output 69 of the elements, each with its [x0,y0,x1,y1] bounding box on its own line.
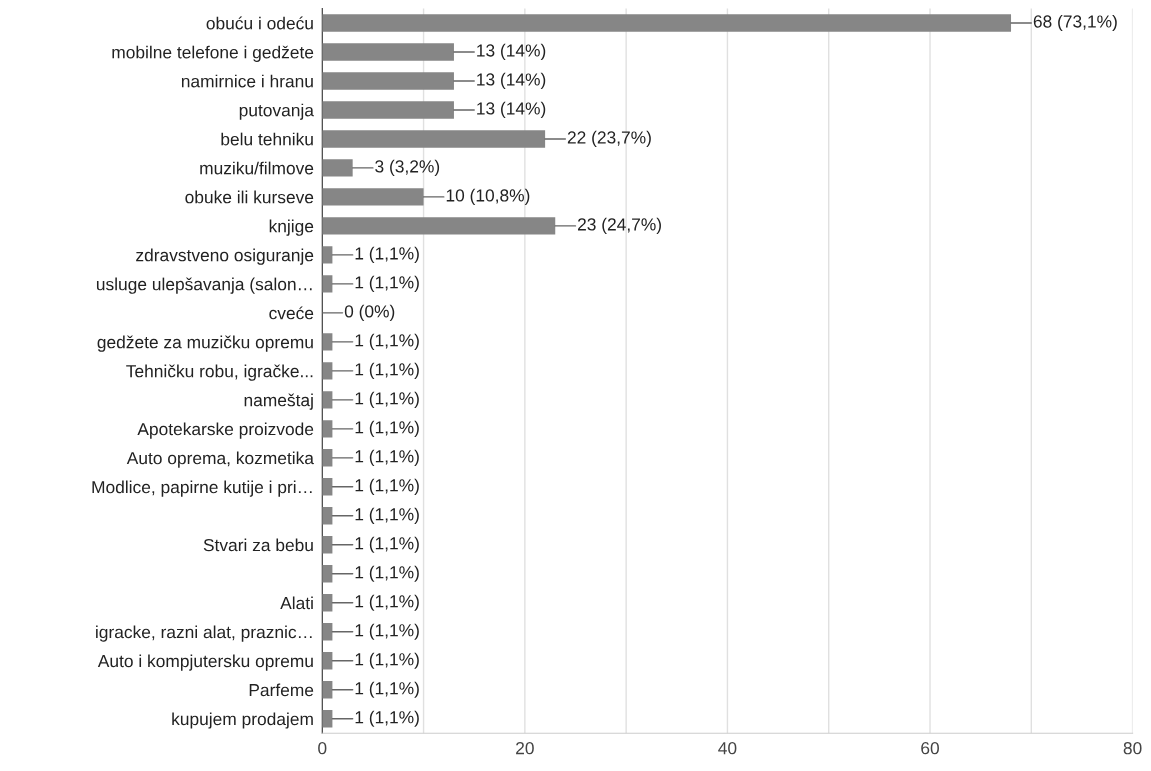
x-tick-label: 80 [1123,742,1142,755]
bar [322,333,333,351]
data-label: 1 (1,1%) [355,449,419,466]
bar [322,362,333,380]
y-tick-label: muziku/filmove [200,161,314,175]
bar [322,420,333,438]
data-label: 1 (1,1%) [355,420,419,437]
data-label: 1 (1,1%) [355,536,419,553]
data-label: 1 (1,1%) [355,594,419,611]
y-tick-label: Auto i kompjutersku opremu [97,654,313,671]
bar [322,246,333,264]
y-tick-label: putovanja [239,103,314,120]
y-tick-label: belu tehniku [221,132,313,146]
bar [322,14,1012,32]
y-tick-label: zdravstveno osiguranje [136,248,314,265]
data-label: 1 (1,1%) [355,507,419,524]
data-label: 13 (14%) [477,101,546,119]
y-tick-label: gedžete za muzičku opremu [97,335,313,352]
bar [322,217,556,235]
bar [322,391,333,409]
y-tick-label: Auto oprema, kozmetika [126,451,314,468]
y-tick-label: Modlice, papirne kutije i pri… [92,480,312,497]
y-tick-label: usluge ulepšavanja (salon… [96,277,312,294]
y-tick-label: obuću i odeću [206,16,313,30]
y-tick-label: Parfeme [249,683,314,697]
y-tick-label: namirnice i hranu [181,74,313,88]
y-tick-label: Apotekarske proizvode [137,422,314,439]
data-label: 3 (3,2%) [375,159,440,177]
x-tick-label: 20 [516,742,534,755]
data-label: 1 (1,1%) [355,652,419,669]
y-tick-label: Alati [280,596,313,610]
bar [322,275,333,293]
bar [322,449,333,467]
data-label: 68 (73,1%) [1033,14,1117,32]
data-label: 1 (1,1%) [355,246,419,263]
data-label: 13 (14%) [477,43,546,61]
bar [322,72,454,90]
data-label: 1 (1,1%) [355,362,419,379]
y-tick-label: kupujem prodajem [172,712,313,729]
bar [322,130,546,148]
y-tick-label: cveće [269,306,314,320]
data-label: 23 (24,7%) [577,217,661,234]
data-label: 1 (1,1%) [355,275,419,292]
y-tick-label: Stvari za bebu [203,538,313,552]
bar [322,478,333,496]
data-label: 13 (14%) [477,72,546,90]
data-label: 22 (23,7%) [567,130,651,148]
bar [322,101,454,119]
bar [322,188,424,206]
data-label: 1 (1,1%) [355,333,419,350]
data-label: 1 (1,1%) [355,623,419,640]
bar [322,43,454,61]
y-tick-label: igracke, razni alat, praznic… [96,625,312,642]
data-label: 10 (10,8%) [446,188,530,205]
data-label: 0 (0%) [344,304,395,321]
data-label: 1 (1,1%) [355,565,419,582]
data-label: 1 (1,1%) [355,391,419,408]
x-tick-label: 60 [921,742,939,755]
bar [322,159,353,177]
data-label: 1 (1,1%) [355,710,419,727]
y-tick-label: mobilne telefone i gedžete [112,45,314,62]
y-tick-label: knjige [269,219,314,236]
data-label: 1 (1,1%) [355,478,419,495]
y-tick-label: Tehničku robu, igračke... [126,364,313,381]
x-tick-label: 40 [718,742,737,755]
data-label: 1 (1,1%) [355,681,419,698]
y-tick-label: nameštaj [244,393,313,410]
x-tick-label: 0 [318,742,327,755]
y-tick-label: obuke ili kurseve [185,190,314,204]
